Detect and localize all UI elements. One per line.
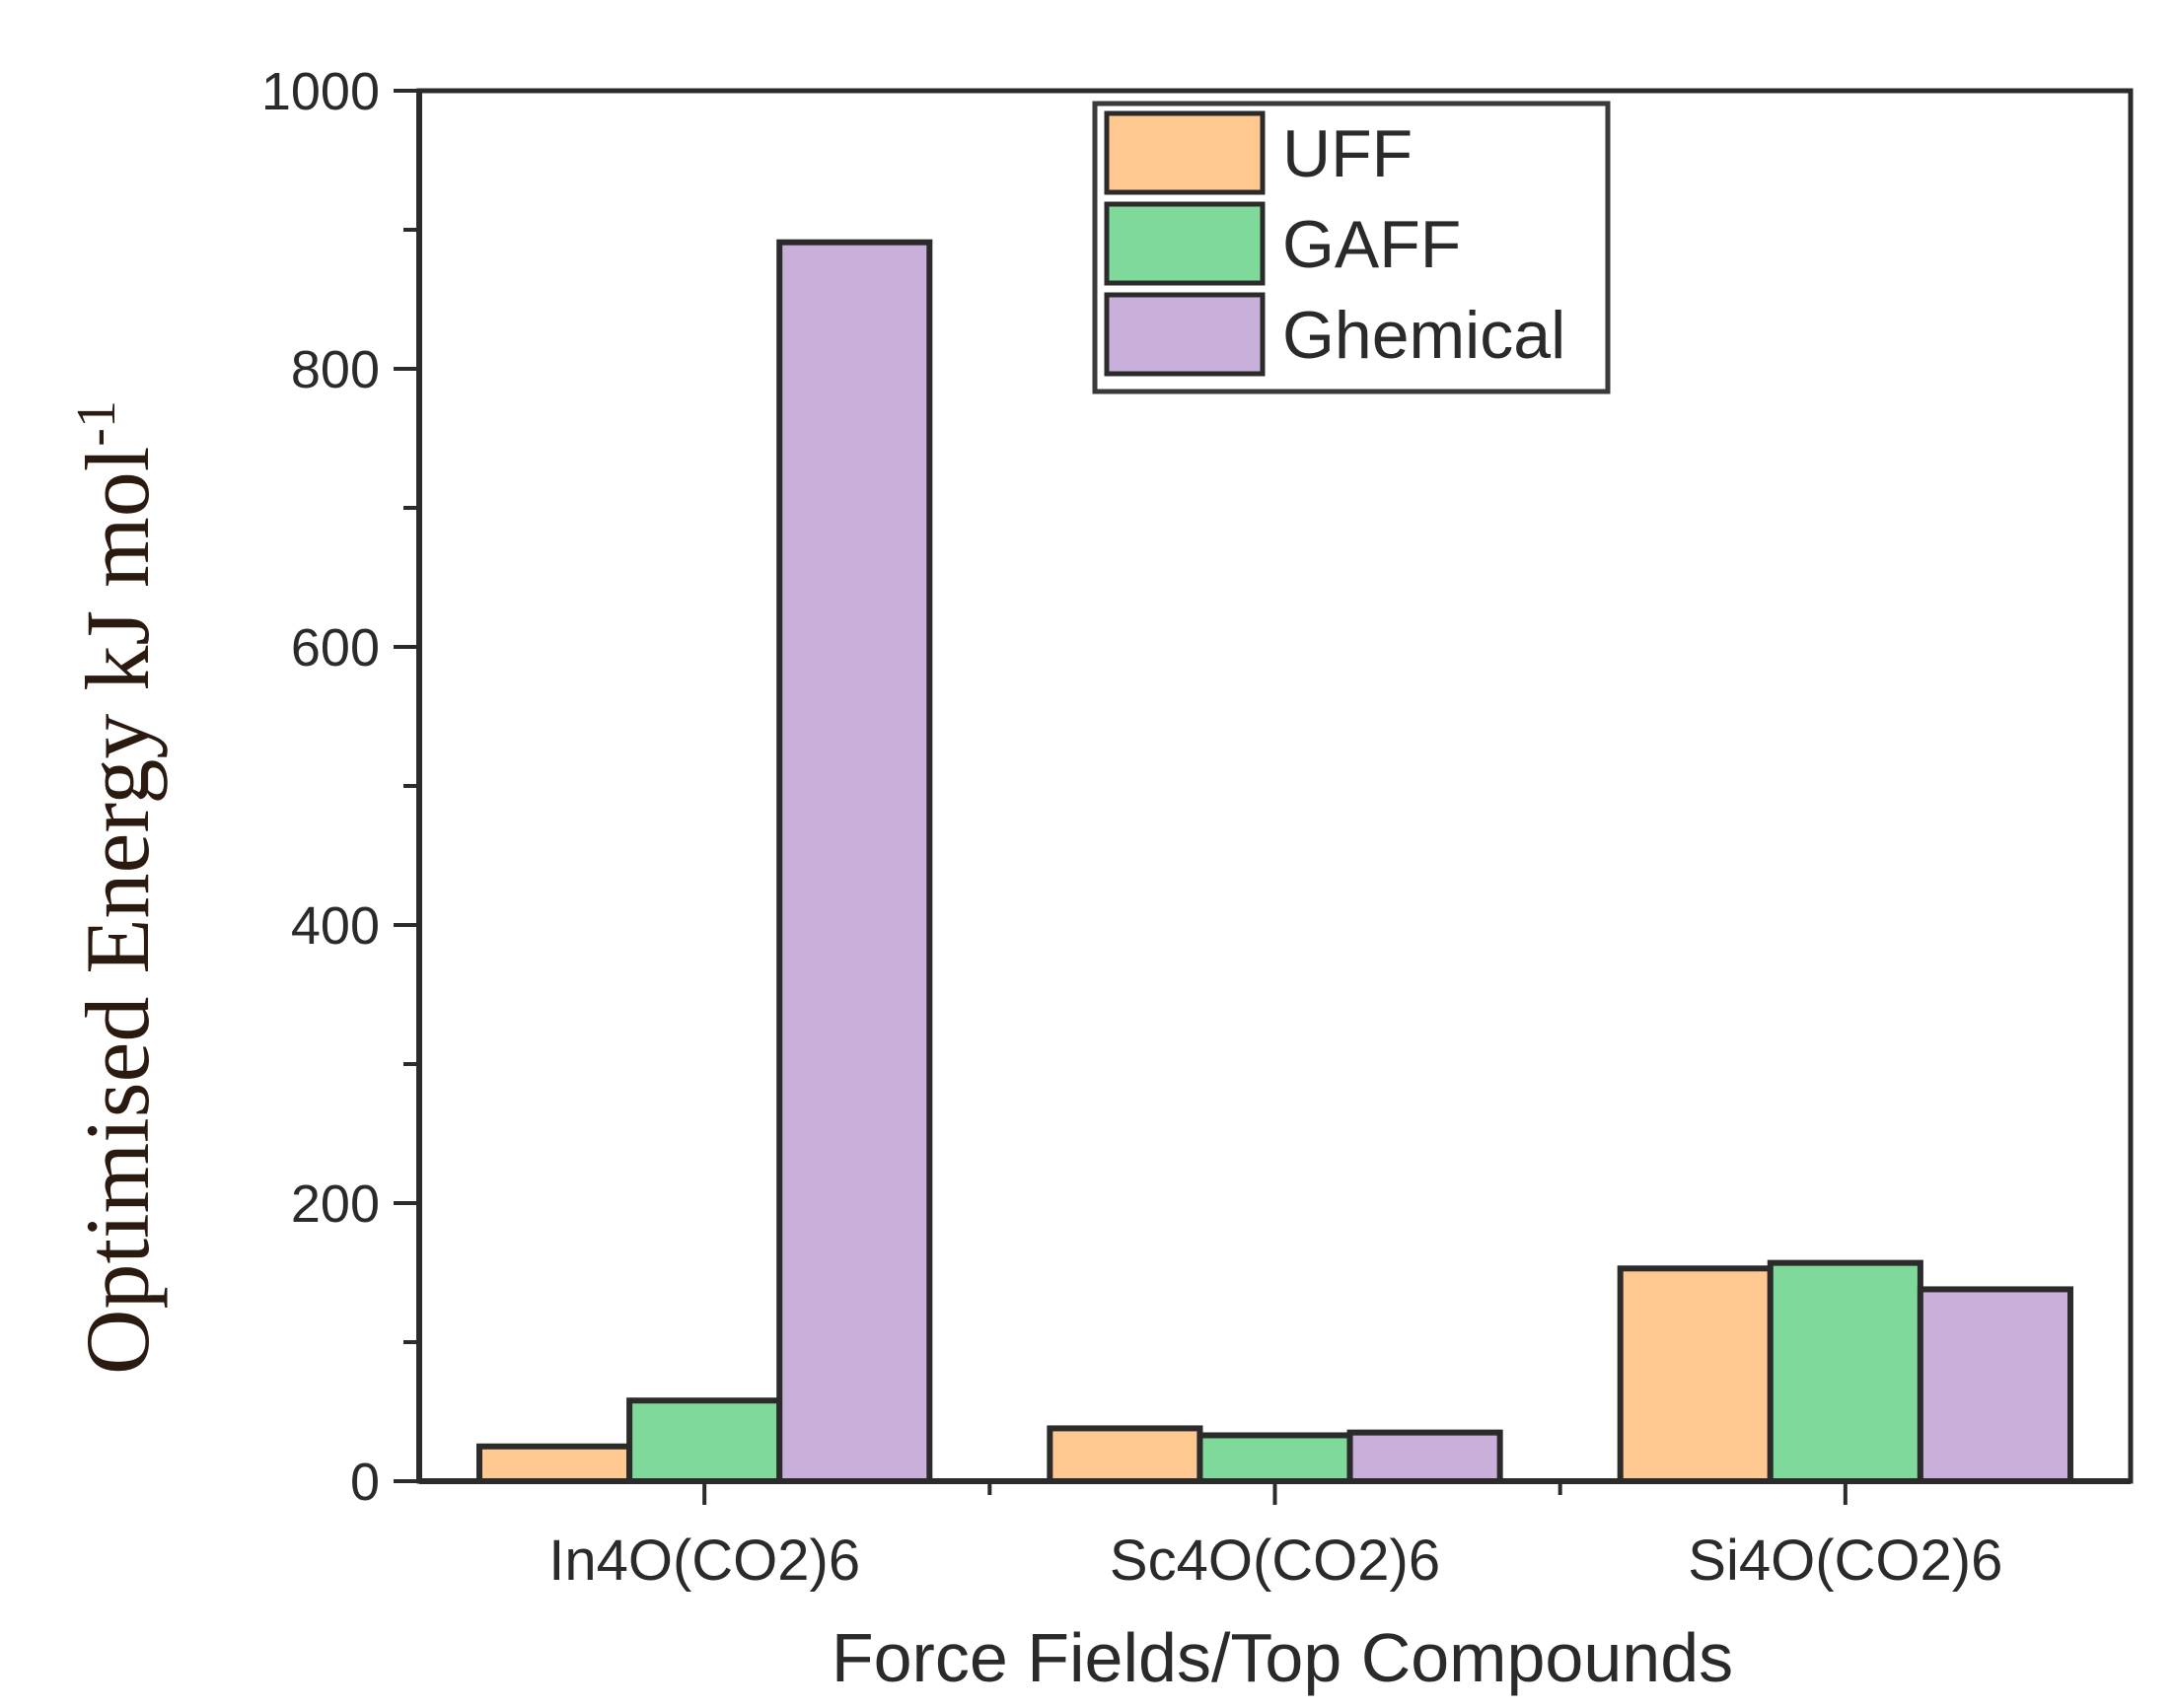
y-axis-title-superscript: -1 — [66, 400, 127, 447]
x-tick-label: Sc4O(CO2)6 — [1110, 1529, 1440, 1593]
y-tick-label: 1000 — [261, 62, 380, 121]
legend-label-uff: UFF — [1282, 116, 1413, 191]
y-tick-label: 0 — [350, 1453, 380, 1512]
legend-swatch-ghemical — [1104, 292, 1266, 377]
bar-gaff-1 — [626, 1397, 783, 1484]
y-tick-label: 800 — [291, 340, 380, 399]
legend-label-ghemical: Ghemical — [1282, 298, 1565, 373]
y-axis-title-main: Optimised Energy kJ mol — [67, 447, 168, 1375]
bar-ghemical-2 — [1346, 1429, 1503, 1485]
y-axis-title: Optimised Energy kJ mol-1 — [66, 400, 168, 1375]
bar-uff-1 — [476, 1443, 633, 1484]
bar-gaff-3 — [1767, 1259, 1923, 1484]
x-tick-label: In4O(CO2)6 — [548, 1529, 860, 1593]
legend-label-gaff: GAFF — [1282, 207, 1461, 282]
legend-swatch-gaff — [1104, 201, 1266, 286]
y-axis-ticks: 0 200 400 600 800 1000 — [261, 62, 419, 1512]
x-axis-title: Force Fields/Top Compounds — [832, 1619, 1733, 1696]
y-tick-label: 400 — [291, 896, 380, 956]
y-tick-label: 600 — [291, 618, 380, 677]
bars — [476, 239, 2073, 1485]
x-tick-label: Si4O(CO2)6 — [1688, 1529, 2002, 1593]
bar-uff-2 — [1047, 1425, 1203, 1485]
bar-ghemical-3 — [1917, 1286, 2073, 1485]
x-axis-ticks: In4O(CO2)6 Sc4O(CO2)6 Si4O(CO2)6 — [548, 1481, 2002, 1593]
bar-uff-3 — [1617, 1265, 1774, 1485]
legend-swatch-uff — [1104, 110, 1266, 195]
bar-ghemical-1 — [776, 239, 933, 1485]
bar-gaff-2 — [1196, 1432, 1353, 1484]
y-tick-label: 200 — [291, 1174, 380, 1234]
legend: UFF GAFF Ghemical — [1092, 101, 1611, 394]
